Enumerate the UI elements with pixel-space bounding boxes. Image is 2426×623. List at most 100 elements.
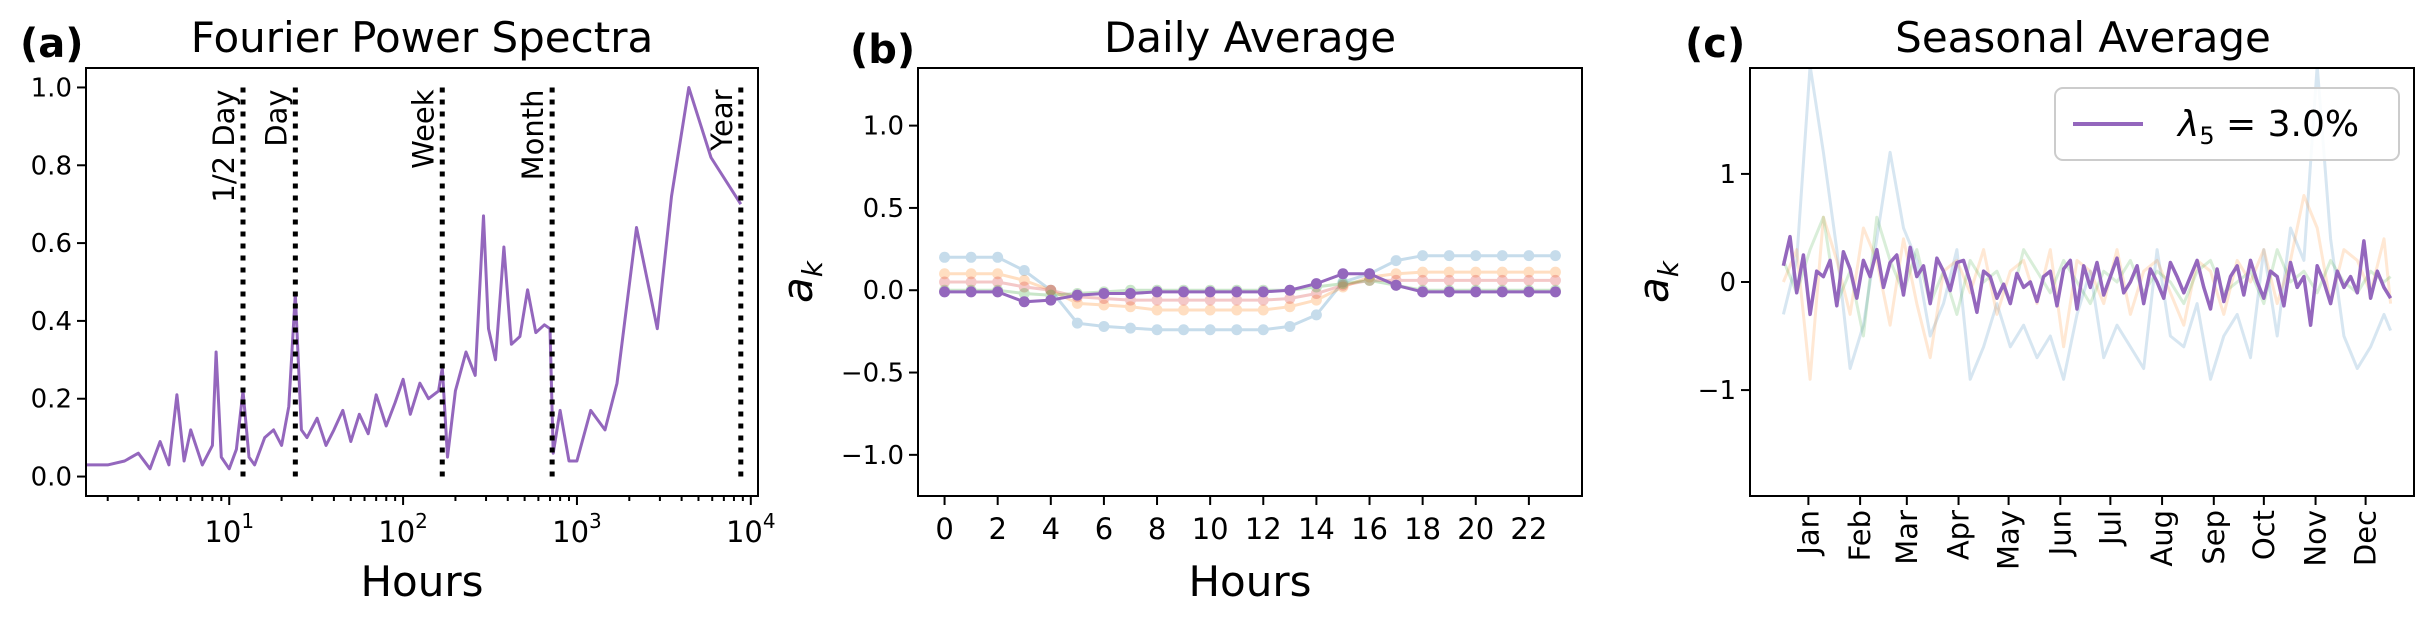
b-xtick-label: 18 [1404,512,1441,546]
b-series-point [1470,266,1482,278]
panel-c-frame [1749,67,2415,497]
b-series-point [939,286,951,298]
b-series-point [1018,296,1030,308]
b-series-point [992,276,1004,288]
b-series-point [1124,288,1136,300]
legend-label: λ5 = 3.0% [2176,104,2359,150]
b-series-point [1231,286,1243,298]
b-series-point [1337,279,1349,291]
b-series-point [1443,274,1455,286]
b-ytick-label: 0.0 [863,276,904,306]
c-xtick-label: Sep [2197,510,2231,565]
c-xtick-label: Dec [2349,510,2383,566]
period-marker-label: 1/2 Day [207,89,241,202]
b-xtick-label: 6 [1095,512,1113,546]
c-xtick-label: Jul [2093,510,2127,547]
b-series-line [944,254,1556,332]
b-series-point [1523,266,1535,278]
b-series-point [965,276,977,288]
b-ytick-label: 1.0 [863,112,904,142]
b-series-point [1231,304,1243,316]
panel-b-ylabel: ak [773,259,829,303]
b-series-point [1364,268,1376,280]
b-series-point [1018,274,1030,286]
b-xtick-label: 2 [988,512,1006,546]
b-series-point [1257,304,1269,316]
b-xtick-label: 14 [1298,512,1335,546]
a-ytick-label: 0.8 [31,151,72,181]
b-series-point [1178,286,1190,298]
period-marker-label: Week [406,89,440,169]
b-series-point [1018,281,1030,293]
panel-b: (b) Daily Average Hours ak −1.0 −0.5 0.0 0.… [773,13,1583,606]
b-xtick-label: 0 [935,512,953,546]
b-ytick-label: −1.0 [841,441,904,471]
b-series-point [1443,250,1455,262]
b-series-point [1151,304,1163,316]
b-series-point [1417,266,1429,278]
b-series-point [1151,294,1163,306]
a-xtick-base: 10 [726,515,763,549]
a-xtick-base: 10 [552,515,589,549]
b-series-point [1417,250,1429,262]
b-series-point [1178,294,1190,306]
c-xtick-label: May [1992,510,2026,570]
b-series-point [1470,274,1482,286]
b-xtick-label: 10 [1192,512,1229,546]
a-xtick-label: 103 [552,509,602,549]
b-series-point [1284,292,1296,304]
c-ytick-label: 1 [1719,160,1736,190]
a-ytick-label: 1.0 [31,73,72,103]
b-series-point [1018,264,1030,276]
b-series-point [1390,255,1402,267]
b-series-point [1257,294,1269,306]
b-series-point [992,251,1004,263]
b-series-point [1178,304,1190,316]
b-series-point [1470,250,1482,262]
panel-b-title: Daily Average [1104,13,1396,62]
a-xtick-base: 10 [204,515,241,549]
c-series-main [1781,234,2393,327]
b-series-point [965,268,977,280]
b-series-point [1045,284,1057,296]
b-series-point [1496,250,1508,262]
b-series-point [1124,301,1136,313]
panel-a-xlabel: Hours [360,557,483,606]
period-marker-label: Day [259,89,293,146]
c-xtick-label: Mar [1890,510,1924,565]
b-series-point [965,251,977,263]
a-xtick-exp: 1 [241,509,254,533]
b-xtick-label: 20 [1457,512,1494,546]
panel-b-label: (b) [850,27,915,73]
c-xtick-label: Nov [2299,510,2333,567]
b-series-point [1417,286,1429,298]
c-xtick-label: Oct [2247,510,2281,560]
b-series-point [1071,317,1083,329]
b-series-point [1337,276,1349,288]
panel-b-plot-area [939,250,1561,336]
b-series-point [965,286,977,298]
b-series-point [1390,268,1402,280]
panel-c: (c) Seasonal Average ak −1 0 1 Jan Feb Mar Ap… [1629,13,2415,570]
b-series-point [1071,289,1083,301]
b-series-line [944,270,1556,312]
b-series-point [1443,286,1455,298]
a-xtick-base: 10 [378,515,415,549]
b-series-point [1284,301,1296,313]
period-marker-label: Year [705,89,739,151]
panel-a: (a) Fourier Power Spectra Hours 0.00.20.… [20,13,776,606]
a-xtick-label: 102 [378,509,428,549]
b-series-point [1496,266,1508,278]
b-series-point [1496,274,1508,286]
b-series-point [1151,286,1163,298]
b-series-point [1098,299,1110,311]
b-series-point [1549,266,1561,278]
b-series-point [1257,324,1269,336]
b-series-point [1496,286,1508,298]
a-ytick-label: 0.0 [31,463,72,493]
panel-a-plot-area: 1/2 Day Day Week Month Year [86,86,744,477]
c-xtick-label: Aug [2145,510,2179,567]
panel-c-xticks: Jan Feb Mar Apr May Jun Jul Aug Sep Oct Nov Dec [1791,496,2383,570]
b-series-point [1018,288,1030,300]
b-xtick-label: 22 [1510,512,1547,546]
